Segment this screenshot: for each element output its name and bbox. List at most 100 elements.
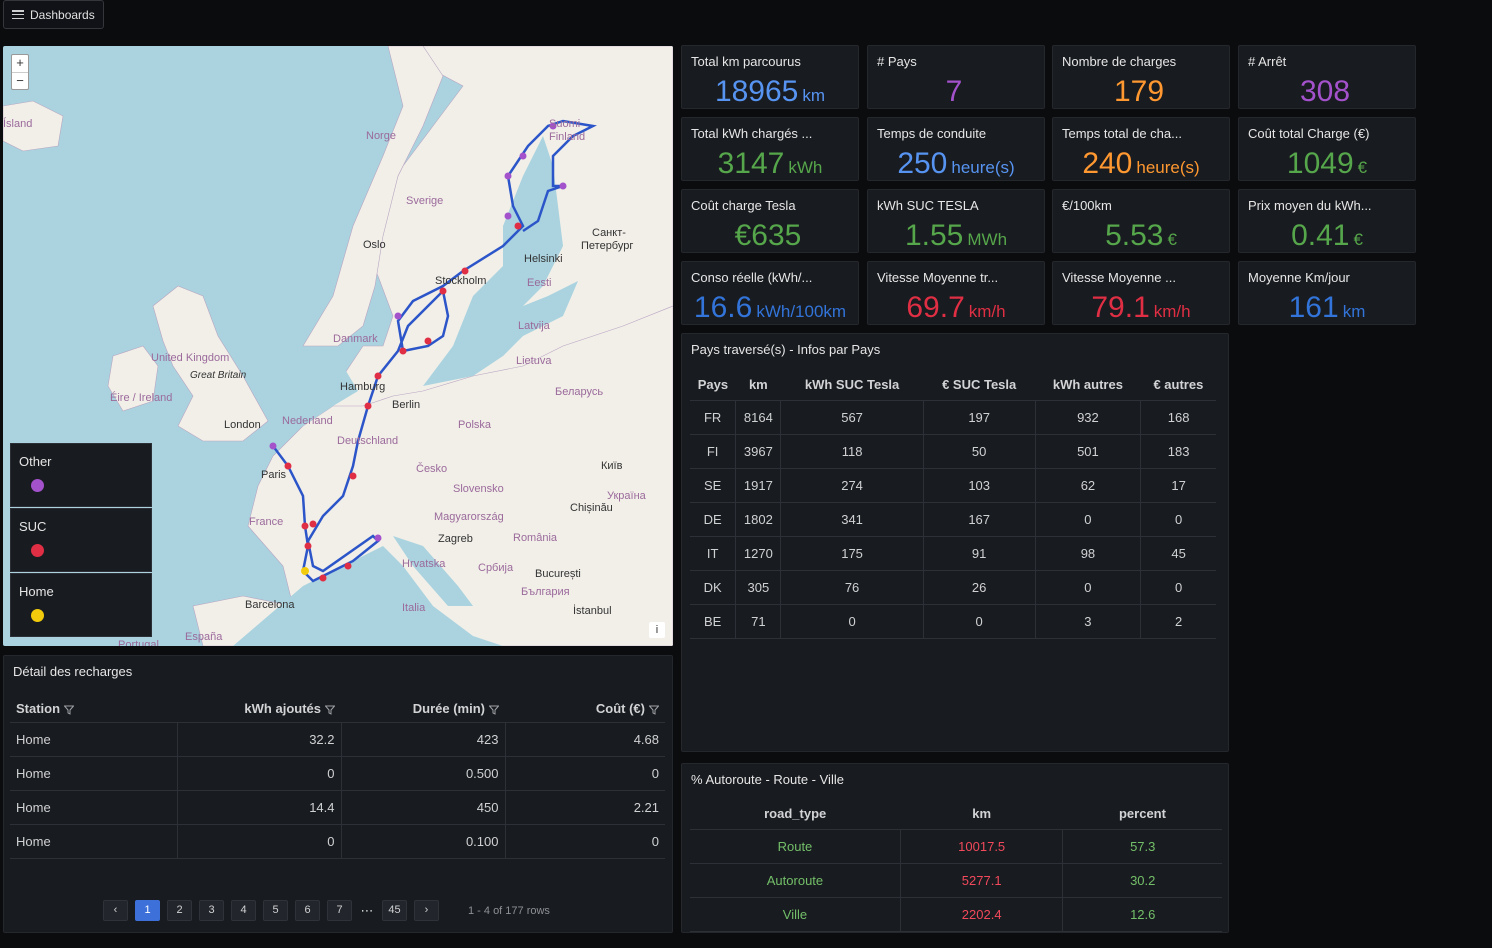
filter-icon[interactable] [489,705,499,715]
details-col-header[interactable]: Durée (min) [341,696,505,723]
table-cell: 423 [341,722,506,757]
stat-value: 308 [1299,75,1351,108]
map-label: Éire / Ireland [110,392,173,404]
table-cell: 2.21 [505,790,665,825]
table-row: SE 1917 274 103 62 17 [690,468,1216,503]
table-cell: 8164 [735,400,782,435]
page-button[interactable]: 5 [263,900,288,921]
details-col-header[interactable]: Coût (€) [505,696,665,723]
stat-title: Coût charge Tesla [691,198,796,213]
table-cell: 175 [780,536,924,571]
dashboards-button[interactable]: Dashboards [3,0,104,29]
table-cell: BE [690,604,737,639]
stat-card: Coût total Charge (€) 1049 € [1238,117,1416,181]
road-col-header[interactable]: road_type [690,798,901,830]
table-cell: 2202.4 [900,897,1064,932]
table-cell: 305 [735,570,782,605]
table-cell: 0 [1035,570,1142,605]
stat-unit: € [1167,230,1177,249]
road-col-header[interactable]: km [900,798,1063,830]
stat-card: Vitesse Moyenne tr... 69.7 km/h [867,261,1045,325]
table-cell: 0 [1140,570,1216,605]
info-icon[interactable]: i [649,622,665,638]
map-label: Hamburg [340,381,386,393]
stat-value-wrap: 240 heure(s) [1053,147,1229,185]
pays-col-header[interactable]: € SUC Tesla [923,369,1036,401]
stat-unit: km/h [1153,302,1191,321]
stat-card: Total km parcourus 18965 km [681,45,859,109]
pays-col-header[interactable]: kWh autres [1035,369,1141,401]
stat-value-wrap: 7 [868,75,1044,113]
pays-col-header[interactable]: € autres [1140,369,1216,401]
table-row: Route 10017.5 57.3 [690,829,1222,864]
page-button-last[interactable]: 45 [382,900,407,921]
stat-value: 7 [945,75,963,108]
stat-value-wrap: 69.7 km/h [868,291,1044,329]
details-col-label: Durée (min) [412,701,485,717]
stat-value: 69.7 [906,291,965,324]
stat-value-wrap: 308 [1239,75,1415,113]
stat-value-wrap: 18965 km [682,75,858,113]
page-button[interactable]: 3 [199,900,224,921]
map-label: Hrvatska [402,558,446,570]
pays-col-header[interactable]: kWh SUC Tesla [780,369,924,401]
stat-title: kWh SUC TESLA [877,198,979,213]
dashboards-label: Dashboards [30,7,95,22]
stat-title: Prix moyen du kWh... [1248,198,1372,213]
stat-value: 250 [897,147,948,180]
stat-card: Temps de conduite 250 heure(s) [867,117,1045,181]
stat-card: Moyenne Km/jour 161 km [1238,261,1416,325]
page-button[interactable]: 7 [327,900,352,921]
table-row: BE 71 0 0 3 2 [690,604,1216,639]
table-cell: Ville [690,897,901,932]
zoom-in-button[interactable]: + [16,55,24,70]
stat-value: 240 [1082,147,1133,180]
table-cell: 0.500 [341,756,506,791]
pays-col-header[interactable]: Pays [690,369,736,401]
table-cell: 0 [177,824,342,859]
stat-title: Vitesse Moyenne tr... [877,270,999,285]
table-cell: 183 [1140,434,1216,469]
table-cell: Route [690,829,901,864]
stat-value: €635 [734,219,802,252]
table-cell: 17 [1140,468,1216,503]
filter-icon[interactable] [64,705,75,715]
filter-icon[interactable] [649,705,659,715]
pays-col-header[interactable]: km [735,369,781,401]
road-panel: % Autoroute - Route - Ville road_type km p… [681,763,1229,933]
page-button[interactable]: 2 [167,900,192,921]
map-label: Санкт- [592,227,626,239]
filter-icon[interactable] [325,705,335,715]
table-cell: IT [690,536,737,571]
stat-value-wrap: 3147 kWh [682,147,858,185]
table-cell: 30.2 [1062,863,1222,898]
table-cell: 0 [1140,502,1216,537]
map-label: Italia [402,602,426,614]
stat-value: 16.6 [693,291,753,324]
details-col-header[interactable]: Station [10,696,177,723]
page-button[interactable]: 4 [231,900,256,921]
details-col-header[interactable]: kWh ajoutés [177,696,341,723]
stat-title: Temps total de cha... [1062,126,1182,141]
stat-card: Temps total de cha... 240 heure(s) [1052,117,1230,181]
stat-unit: heure(s) [951,158,1015,177]
next-page-button[interactable]: › [414,900,439,921]
stat-title: Conso réelle (kWh/... [691,270,813,285]
page-button[interactable]: 6 [295,900,320,921]
map-panel[interactable]: + − i Ísland Norge Sverige Suomi Finland Санк… [3,46,673,646]
zoom-out-button[interactable]: − [12,72,28,89]
prev-page-button[interactable]: ‹ [103,900,128,921]
road-col-header[interactable]: percent [1062,798,1222,830]
map-label: Finland [549,131,586,143]
table-row: FI 3967 118 50 501 183 [690,434,1216,469]
stat-title: # Arrêt [1248,54,1287,69]
page-button[interactable]: 1 [135,900,160,921]
map-label: Eesti [527,277,552,289]
stat-value: 79.1 [1091,291,1150,324]
map-label: București [535,568,581,580]
table-cell: 5277.1 [900,863,1064,898]
table-cell: FI [690,434,737,469]
table-row: Home 0 0.100 0 [10,824,665,859]
table-row: Ville 2202.4 12.6 [690,897,1222,932]
